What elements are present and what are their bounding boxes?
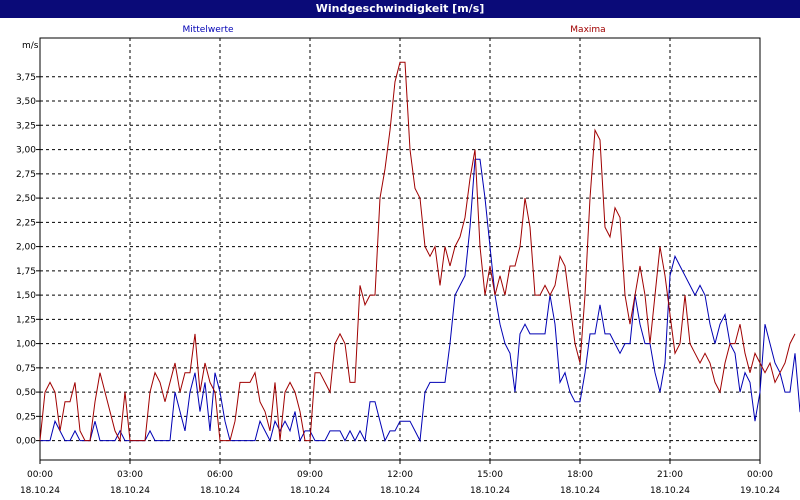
x-tick-time-label: 00:00 [747,470,773,480]
legend-label-mittelwerte: Mittelwerte [182,25,233,35]
y-tick-label: 1,50 [16,291,36,301]
series-line-maxima [39,61,796,443]
y-tick-label: 3,25 [16,121,36,131]
x-tick-date-label: 18.10.24 [20,486,60,496]
grid [40,38,760,460]
x-axis: 00:00 18.10.24 03:00 18.10.24 06:00 18.10.24 0… [20,460,780,496]
y-tick-label: 2,25 [16,218,36,228]
x-tick-time-label: 15:00 [477,470,503,480]
x-tick-time-label: 06:00 [207,470,233,480]
wind-speed-chart: 0,00 0,25 0,50 0,75 1,00 1,25 1,50 1,75 2,00 2,25… [16,25,800,496]
x-tick-time-label: 21:00 [657,470,683,480]
x-tick-date-label: 18.10.24 [560,486,600,496]
x-tick-date-label: 18.10.24 [200,486,240,496]
y-tick-label: 0,50 [16,388,36,398]
y-tick-label: 2,50 [16,194,36,204]
x-tick-time-label: 00:00 [27,470,53,480]
y-tick-label: 0,00 [16,437,36,447]
y-tick-label: 2,75 [16,170,36,180]
legend: Mittelwerte Maxima [182,25,605,35]
y-tick-label: 1,00 [16,340,36,350]
legend-label-maxima: Maxima [570,25,605,35]
y-tick-label: 0,25 [16,412,36,422]
y-tick-label: 1,25 [16,315,36,325]
x-tick-time-label: 12:00 [387,470,413,480]
y-tick-label: 0,75 [16,364,36,374]
window-title: Windgeschwindigkeit [m/s] [315,2,485,15]
y-tick-label: 2,00 [16,243,36,253]
x-tick-date-label: 18.10.24 [650,486,690,496]
y-tick-label: 1,75 [16,267,36,277]
x-tick-date-label: 18.10.24 [290,486,330,496]
window-title-bar: Windgeschwindigkeit [m/s] [0,0,800,18]
x-tick-date-label: 19.10.24 [740,486,780,496]
x-tick-time-label: 18:00 [567,470,593,480]
x-tick-time-label: 03:00 [117,470,143,480]
y-axis: 0,00 0,25 0,50 0,75 1,00 1,25 1,50 1,75 2,00 2,25… [16,73,40,447]
x-tick-date-label: 18.10.24 [470,486,510,496]
y-tick-label: 3,50 [16,97,36,107]
series-line-mittelwerte [40,158,800,443]
x-tick-date-label: 18.10.24 [110,486,150,496]
series-lines [39,61,800,443]
y-axis-unit-label: m/s [22,41,39,51]
x-tick-date-label: 18.10.24 [380,486,420,496]
y-tick-label: 3,75 [16,73,36,83]
y-tick-label: 3,00 [16,146,36,156]
x-tick-time-label: 09:00 [297,470,323,480]
